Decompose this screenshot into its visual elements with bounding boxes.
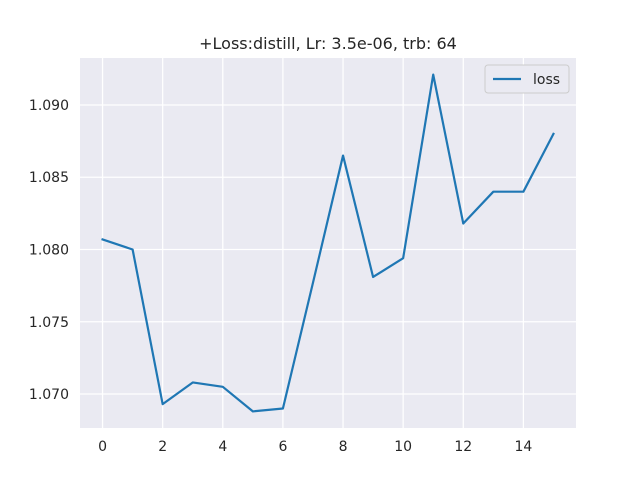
legend: loss xyxy=(484,64,570,94)
x-tick-label: 2 xyxy=(158,439,167,455)
x-axis-ticks: 0 2 4 6 8 10 12 14 xyxy=(98,439,532,455)
series-lines xyxy=(101,73,555,413)
x-tick-label: 14 xyxy=(514,439,532,455)
legend-label: loss xyxy=(533,72,560,88)
x-tick-label: 4 xyxy=(218,439,227,455)
y-tick-label: 1.070 xyxy=(29,387,69,403)
y-tick-label: 1.080 xyxy=(29,243,69,259)
grid-lines xyxy=(80,58,576,428)
chart-title: +Loss:distill, Lr: 3.5e-06, trb: 64 xyxy=(199,34,457,53)
y-tick-label: 1.090 xyxy=(29,98,69,114)
y-tick-label: 1.075 xyxy=(29,315,69,331)
x-tick-label: 0 xyxy=(98,439,107,455)
y-tick-label: 1.085 xyxy=(29,170,69,186)
series-line-loss xyxy=(101,73,555,413)
x-tick-label: 6 xyxy=(278,439,287,455)
y-axis-ticks: 1.070 1.075 1.080 1.085 1.090 xyxy=(29,98,69,403)
x-tick-label: 8 xyxy=(339,439,348,455)
legend-box xyxy=(484,64,570,94)
x-tick-label: 12 xyxy=(454,439,472,455)
plot-area xyxy=(80,58,576,428)
x-tick-label: 10 xyxy=(394,439,412,455)
